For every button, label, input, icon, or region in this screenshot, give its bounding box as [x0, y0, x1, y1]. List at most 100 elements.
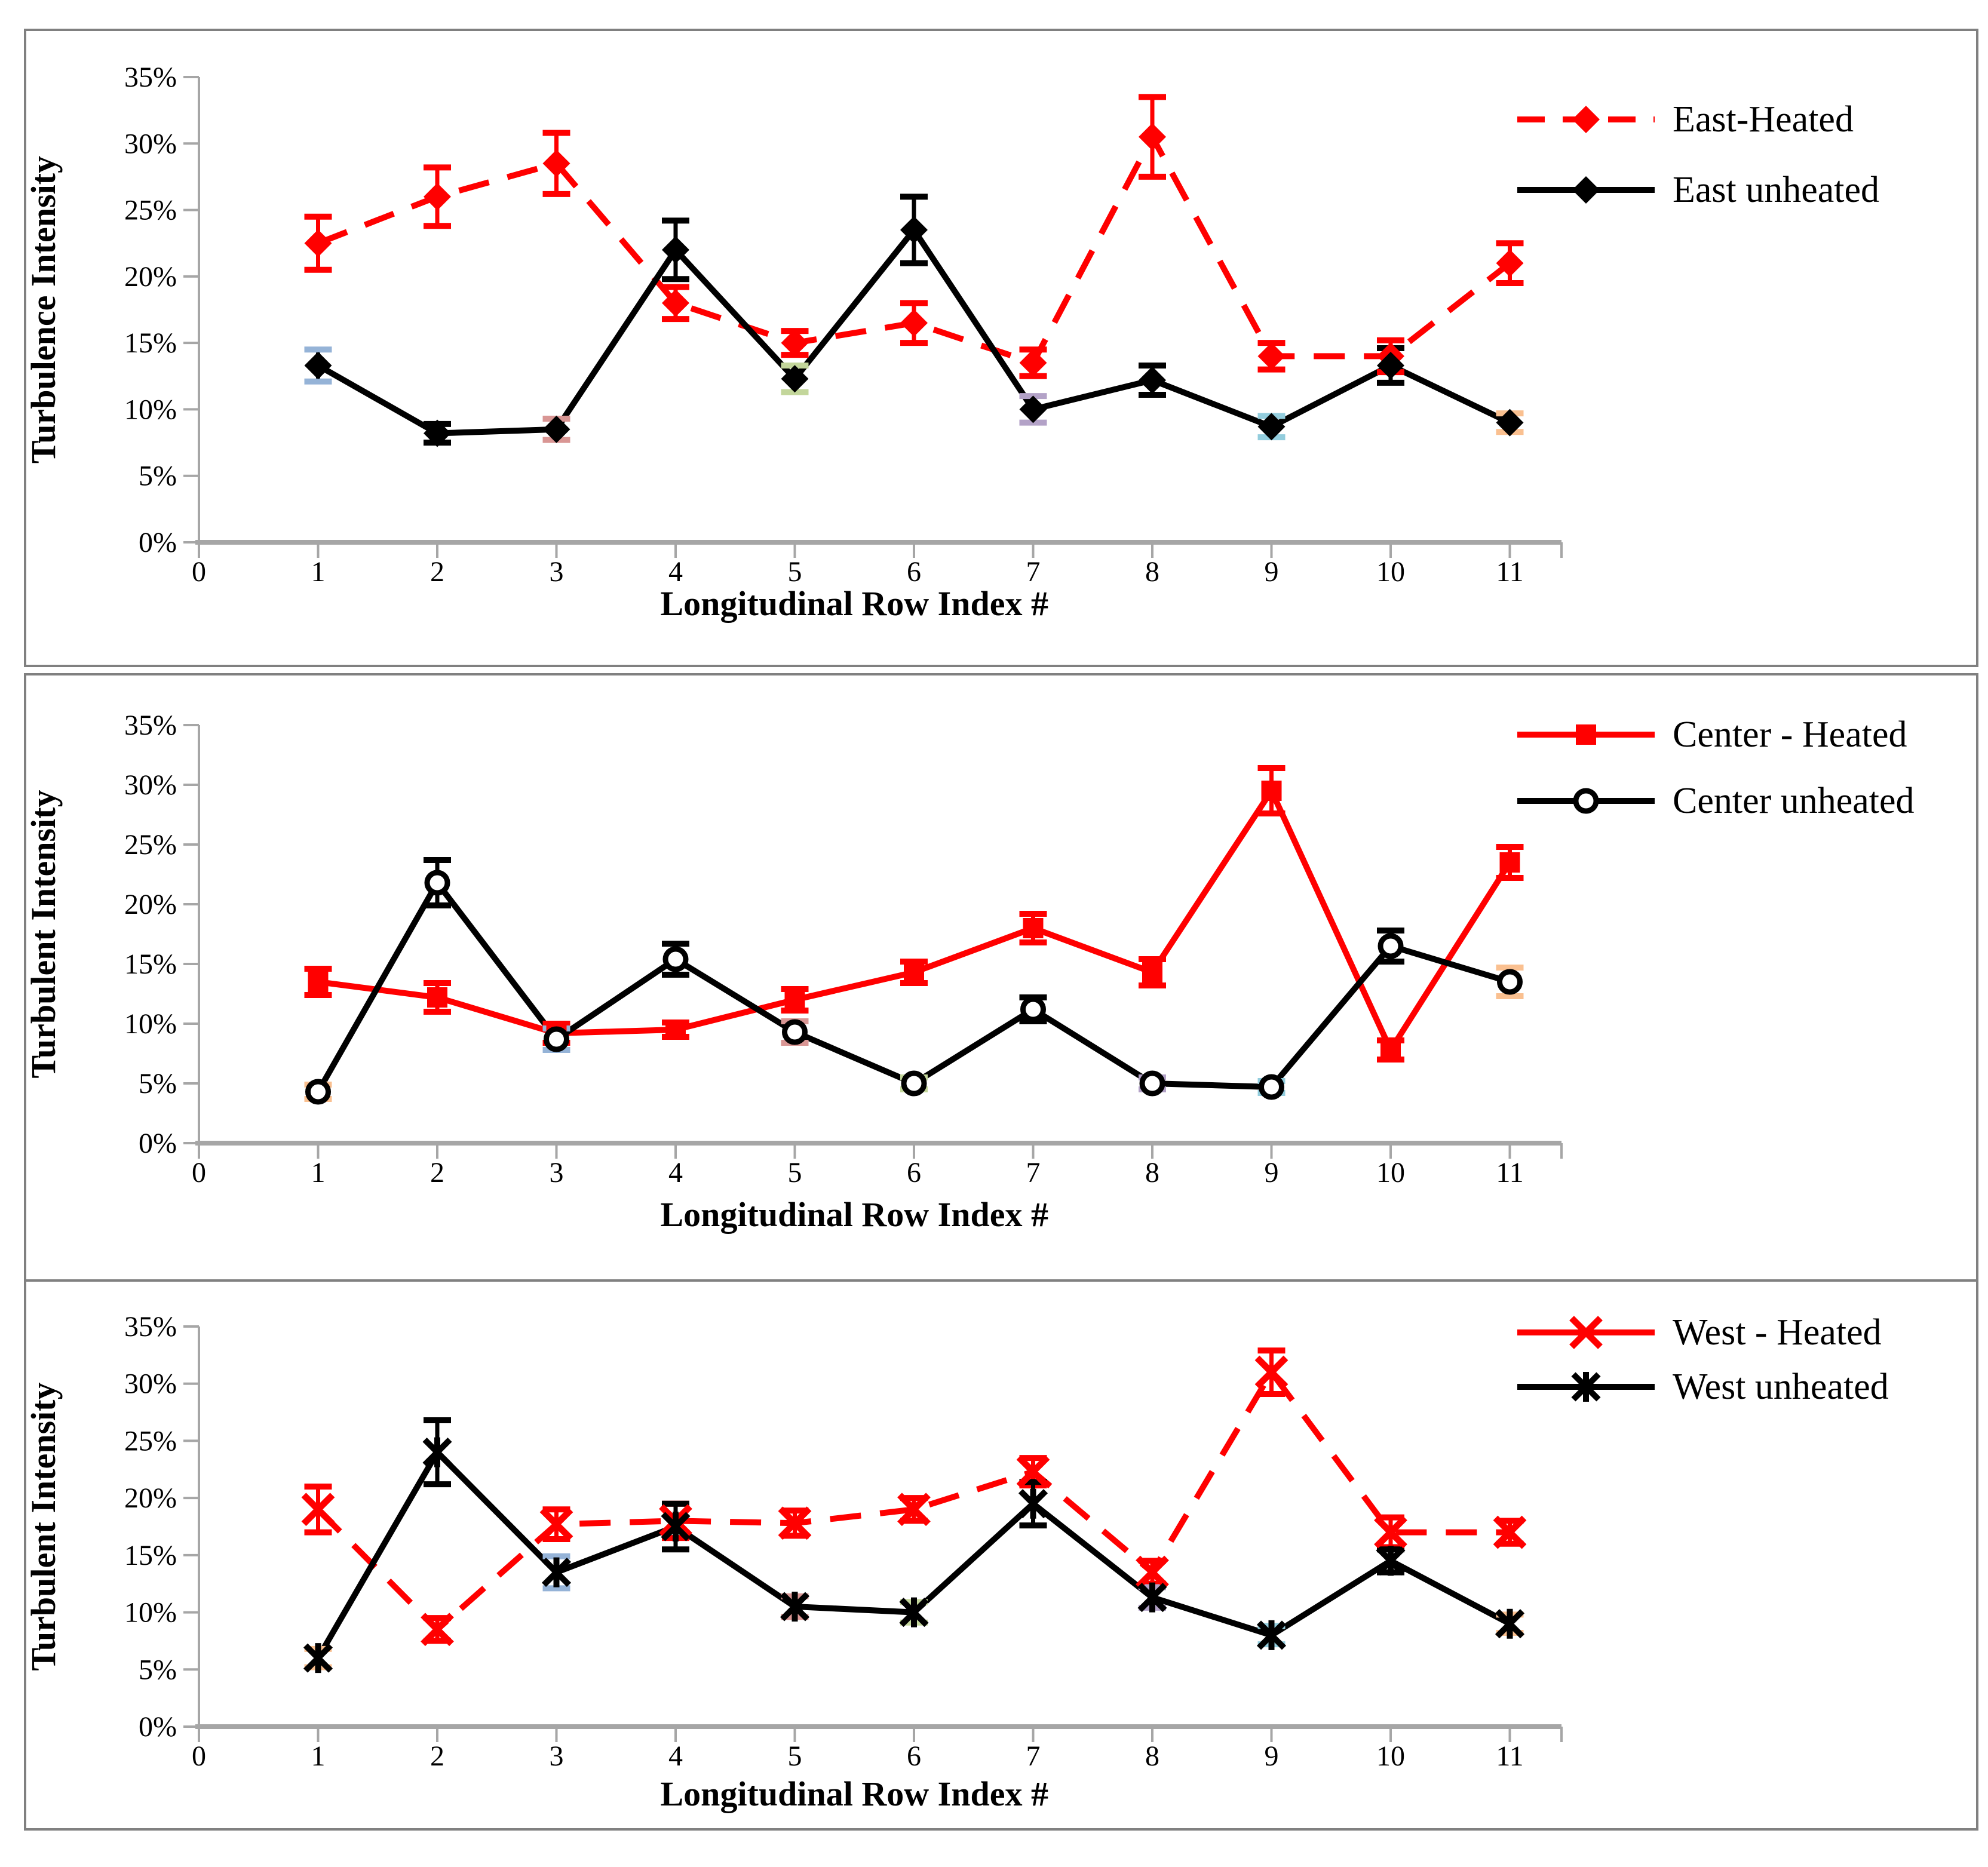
marker-unheated: [422, 1437, 452, 1467]
x-tick-label: 6: [907, 1157, 921, 1189]
x-tick-label: 6: [907, 556, 921, 588]
marker-heated: [904, 962, 924, 982]
marker-unheated: [424, 419, 451, 447]
legend-label: Center unheated: [1673, 781, 1915, 821]
y-tick-label: 20%: [124, 889, 177, 920]
x-tick-label: 0: [192, 1157, 206, 1189]
panel-west-chart: 0% 5% 10% 15% 20% 25% 30% 35% 0 1 2 3 4 5 6 7 8 9 10 11 Long…: [24, 1279, 1978, 1831]
x-tick-label: 7: [1026, 1740, 1041, 1772]
x-tick-label: 4: [668, 1157, 683, 1189]
figure-page: 0% 5% 10% 15% 20% 25% 30% 35% 0 1 2 3 4 5 6 7 8 9 10 11 Long…: [24, 29, 1978, 1831]
y-tick-label: 10%: [124, 394, 177, 425]
y-tick-label: 25%: [124, 829, 177, 861]
marker-heated: [1023, 918, 1044, 938]
y-tick-label: 35%: [124, 710, 177, 741]
marker-heated: [665, 1020, 686, 1040]
marker-heated: [1019, 349, 1047, 377]
y-tick-label: 15%: [124, 1540, 177, 1571]
y-tick-label: 5%: [139, 1068, 177, 1100]
x-tick-label: 9: [1265, 1740, 1279, 1772]
marker-heated: [308, 972, 329, 992]
x-tick-label: 8: [1145, 556, 1159, 588]
marker-unheated: [1497, 969, 1523, 995]
x-tick-label: 6: [907, 1740, 921, 1772]
legend-marker: [1576, 724, 1596, 745]
x-tick-label: 11: [1496, 1740, 1523, 1772]
legend-label: East unheated: [1673, 170, 1879, 210]
series-line-heated: [315, 1367, 1510, 1634]
marker-unheated: [1018, 1488, 1048, 1519]
marker-heated: [1254, 1355, 1288, 1389]
y-axis-label: Turbulent Intensity: [26, 1383, 63, 1671]
legend-marker: [1569, 1316, 1603, 1349]
legend-marker: [1573, 788, 1599, 814]
marker-heated: [784, 990, 805, 1010]
marker-unheated: [305, 1079, 331, 1105]
marker-unheated: [1257, 413, 1286, 441]
y-tick-label: 5%: [139, 460, 177, 492]
x-tick-label: 1: [311, 1740, 326, 1772]
x-tick-label: 5: [788, 1157, 802, 1189]
marker-unheated: [541, 1557, 572, 1587]
marker-unheated: [661, 1512, 691, 1541]
marker-unheated: [900, 216, 928, 244]
x-tick-label: 10: [1376, 1740, 1405, 1772]
x-tick-label: 2: [430, 556, 444, 588]
x-tick-label: 10: [1376, 1157, 1405, 1189]
x-tick-label: 9: [1265, 556, 1279, 588]
marker-unheated: [1378, 933, 1404, 959]
marker-heated: [1493, 1515, 1527, 1549]
marker-unheated: [544, 1026, 569, 1052]
x-tick-label: 1: [311, 1157, 326, 1189]
marker-unheated: [901, 1070, 927, 1097]
panel-east-chart: 0% 5% 10% 15% 20% 25% 30% 35% 0 1 2 3 4 5 6 7 8 9 10 11 Long…: [24, 29, 1978, 667]
marker-heated: [542, 149, 570, 177]
x-tick-label: 2: [430, 1740, 444, 1772]
marker-heated: [897, 1493, 931, 1527]
marker-heated: [1499, 852, 1520, 873]
marker-unheated: [780, 1592, 810, 1622]
series-line-heated: [317, 784, 1513, 1057]
marker-unheated: [899, 1597, 929, 1628]
marker-unheated: [1137, 1582, 1167, 1613]
marker-heated: [1380, 1040, 1401, 1060]
x-tick-label: 8: [1145, 1740, 1159, 1772]
marker-heated: [421, 1613, 454, 1647]
legend-marker: [1572, 106, 1600, 133]
x-tick-label: 2: [430, 1157, 444, 1189]
marker-unheated: [1259, 1074, 1284, 1100]
marker-heated: [1016, 1455, 1050, 1489]
marker-unheated: [1376, 1546, 1406, 1576]
y-tick-label: 30%: [124, 1368, 177, 1400]
marker-heated: [539, 1507, 573, 1541]
x-axis-label: Longitudinal Row Index #: [661, 584, 1048, 623]
legend-marker: [1571, 1372, 1601, 1402]
x-tick-label: 3: [550, 1157, 564, 1189]
marker-heated: [427, 987, 447, 1008]
y-tick-label: 35%: [124, 62, 177, 93]
marker-unheated: [1377, 351, 1404, 379]
marker-heated: [900, 309, 928, 337]
marker-heated: [1142, 962, 1162, 982]
x-axis-label: Longitudinal Row Index #: [661, 1774, 1048, 1813]
y-tick-label: 20%: [124, 261, 177, 293]
west-chart: 0% 5% 10% 15% 20% 25% 30% 35% 0 1 2 3 4 5 6 7 8 9 10 11 Long…: [26, 1311, 1889, 1813]
marker-unheated: [662, 946, 689, 972]
x-tick-label: 4: [668, 556, 683, 588]
legend-label: West unheated: [1673, 1367, 1889, 1407]
y-tick-label: 30%: [124, 128, 177, 159]
marker-unheated: [1256, 1620, 1287, 1650]
y-tick-label: 15%: [124, 948, 177, 980]
x-tick-label: 0: [192, 556, 206, 588]
x-tick-label: 11: [1496, 1157, 1523, 1189]
y-tick-label: 35%: [124, 1311, 177, 1343]
y-tick-label: 5%: [139, 1654, 177, 1685]
marker-heated: [301, 1493, 335, 1527]
marker-heated: [778, 1506, 812, 1540]
legend-label: Center - Heated: [1673, 714, 1907, 755]
y-tick-label: 20%: [124, 1482, 177, 1514]
marker-unheated: [1495, 1608, 1525, 1639]
center-chart: 0% 5% 10% 15% 20% 25% 30% 35% 0 1 2 3 4 5 6 7 8 9 10 11 Long…: [26, 710, 1915, 1234]
x-tick-label: 7: [1026, 556, 1041, 588]
marker-heated: [662, 289, 689, 317]
